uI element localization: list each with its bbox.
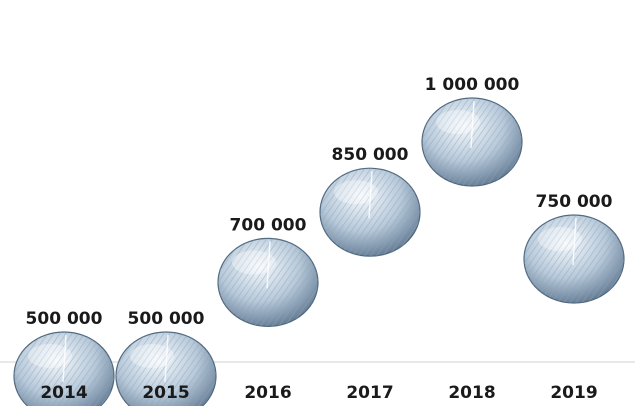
bubble-2019: [523, 214, 625, 304]
value-label-2016: 700 000: [230, 215, 307, 235]
value-label-2014: 500 000: [26, 309, 103, 329]
value-label-2015: 500 000: [128, 309, 205, 329]
x-tick-2018: 2018: [448, 383, 495, 403]
value-label-2017: 850 000: [332, 145, 409, 165]
bubble-2016: [217, 237, 319, 327]
bubble-2017: [319, 167, 421, 257]
x-tick-2014: 2014: [40, 383, 87, 403]
value-label-2019: 750 000: [536, 192, 613, 212]
bubble-2018: [421, 97, 523, 187]
x-tick-2019: 2019: [550, 383, 597, 403]
x-tick-2016: 2016: [244, 383, 291, 403]
value-label-2018: 1 000 000: [425, 75, 520, 95]
x-tick-2017: 2017: [346, 383, 393, 403]
bubble-2014: [13, 331, 115, 406]
x-tick-2015: 2015: [142, 383, 189, 403]
bubble-2015: [115, 331, 217, 406]
